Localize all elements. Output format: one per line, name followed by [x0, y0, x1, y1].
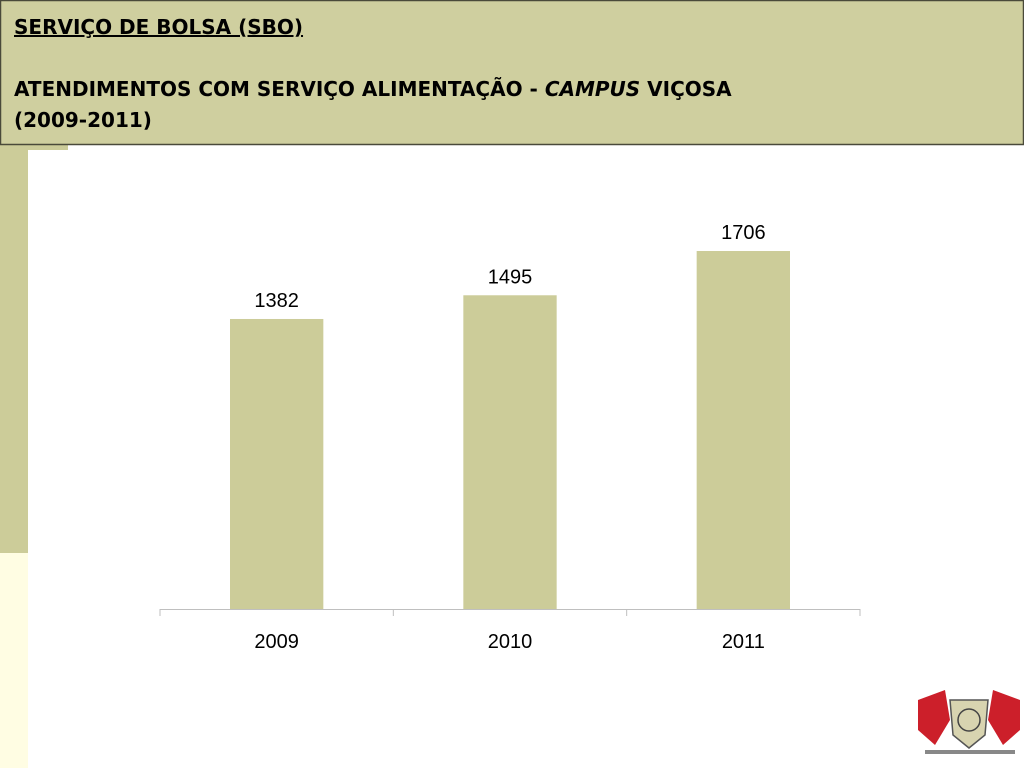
x-tick-label: 2011 — [722, 631, 765, 653]
header-box — [0, 0, 1024, 146]
chart-title: ATENDIMENTOS COM SERVIÇO ALIMENTAÇÃO - C… — [14, 77, 732, 101]
bar — [230, 318, 324, 609]
chart-subtitle: (2009-2011) — [14, 108, 152, 132]
bar — [696, 251, 790, 609]
value-label: 1495 — [488, 266, 533, 288]
bar — [463, 295, 557, 609]
title-prefix: ATENDIMENTOS COM SERVIÇO ALIMENTAÇÃO - — [14, 77, 545, 101]
value-label: 1706 — [721, 222, 766, 244]
logo — [918, 690, 1020, 754]
x-tick-label: 2009 — [254, 631, 299, 653]
side-band — [0, 145, 28, 553]
value-label: 1382 — [254, 290, 299, 312]
header: SERVIÇO DE BOLSA (SBO) — [14, 15, 303, 39]
title-emphasis: CAMPUS — [545, 77, 640, 101]
title-suffix: VIÇOSA — [640, 77, 732, 101]
side-tab — [28, 145, 68, 150]
x-tick-label: 2010 — [488, 631, 533, 653]
